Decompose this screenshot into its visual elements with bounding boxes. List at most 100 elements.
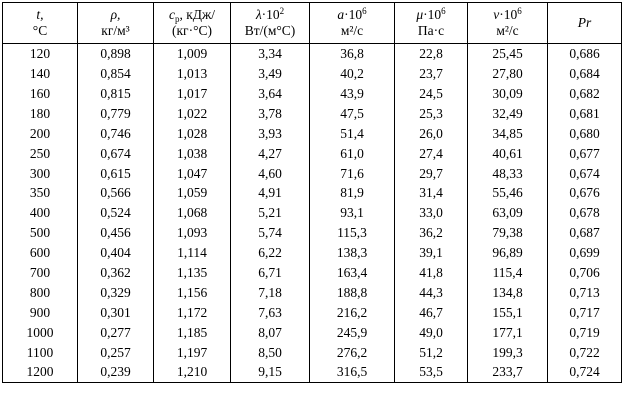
header-symbol: ν·106 bbox=[470, 7, 545, 23]
cell-density: 0,854 bbox=[77, 63, 154, 84]
cell-kinematic-viscosity: 48,33 bbox=[467, 163, 548, 184]
cell-prandtl: 0,719 bbox=[547, 322, 622, 343]
cell-temperature: 700 bbox=[2, 262, 78, 283]
cell-thermal-conductivity: 4,91 bbox=[230, 183, 310, 204]
cell-kinematic-viscosity: 27,80 bbox=[467, 63, 548, 84]
header-symbol: λ·102 bbox=[233, 7, 307, 23]
cell-prandtl: 0,674 bbox=[547, 163, 622, 184]
table-row: 1200 0,239 1,210 9,15 316,5 53,5 233,7 0,724 bbox=[2, 362, 622, 384]
cell-heat-capacity: 1,028 bbox=[153, 123, 231, 144]
header-heat-capacity: cp, кДж/(кг·°С) bbox=[153, 2, 231, 44]
cell-density: 0,674 bbox=[77, 143, 154, 164]
cell-thermal-diffusivity: 61,0 bbox=[309, 143, 395, 164]
cell-dynamic-viscosity: 53,5 bbox=[394, 362, 468, 384]
cell-heat-capacity: 1,047 bbox=[153, 163, 231, 184]
cell-thermal-diffusivity: 47,5 bbox=[309, 103, 395, 124]
header-symbol-letter: ρ, bbox=[110, 7, 121, 23]
header-density: ρ, кг/м³ bbox=[77, 2, 154, 44]
cell-dynamic-viscosity: 23,7 bbox=[394, 63, 468, 84]
cell-heat-capacity: 1,068 bbox=[153, 203, 231, 224]
header-unit: Вт/(м°С) bbox=[244, 23, 296, 38]
cell-dynamic-viscosity: 33,0 bbox=[394, 203, 468, 224]
cell-heat-capacity: 1,172 bbox=[153, 302, 231, 323]
cell-thermal-conductivity: 3,78 bbox=[230, 103, 310, 124]
cell-density: 0,815 bbox=[77, 83, 154, 104]
cell-thermal-conductivity: 8,50 bbox=[230, 342, 310, 363]
header-exponent: 6 bbox=[441, 6, 446, 17]
header-unit: м²/с bbox=[340, 23, 364, 38]
header-multiplier: , кДж/ bbox=[179, 7, 216, 23]
cell-density: 0,301 bbox=[77, 302, 154, 323]
header-unit: м²/с bbox=[496, 23, 519, 38]
cell-thermal-conductivity: 3,93 bbox=[230, 123, 310, 144]
cell-density: 0,257 bbox=[77, 342, 154, 363]
cell-temperature: 350 bbox=[2, 183, 78, 204]
header-kinematic-viscosity: ν·106 м²/с bbox=[467, 2, 548, 44]
table-row: 700 0,362 1,135 6,71 163,4 41,8 115,4 0,706 bbox=[2, 262, 622, 283]
cell-heat-capacity: 1,009 bbox=[153, 43, 231, 64]
cell-heat-capacity: 1,038 bbox=[153, 143, 231, 164]
header-symbol-letter: a bbox=[337, 7, 345, 23]
cell-temperature: 900 bbox=[2, 302, 78, 323]
cell-prandtl: 0,682 bbox=[547, 83, 622, 104]
cell-thermal-conductivity: 6,71 bbox=[230, 262, 310, 283]
cell-thermal-diffusivity: 245,9 bbox=[309, 322, 395, 343]
cell-kinematic-viscosity: 30,09 bbox=[467, 83, 548, 104]
table-row: 300 0,615 1,047 4,60 71,6 29,7 48,33 0,674 bbox=[2, 163, 622, 184]
table-row: 500 0,456 1,093 5,74 115,3 36,2 79,38 0,687 bbox=[2, 223, 622, 243]
cell-prandtl: 0,680 bbox=[547, 123, 622, 144]
table-row: 250 0,674 1,038 4,27 61,0 27,4 40,61 0,677 bbox=[2, 143, 622, 164]
cell-density: 0,329 bbox=[77, 282, 154, 303]
cell-prandtl: 0,686 bbox=[547, 43, 622, 64]
header-row: t, °С ρ, кг/м³ cp, кДж/(кг·°С) λ·102 Вт/(м°С) a… bbox=[2, 2, 622, 44]
cell-prandtl: 0,706 bbox=[547, 262, 622, 283]
cell-density: 0,524 bbox=[77, 203, 154, 224]
cell-heat-capacity: 1,093 bbox=[153, 223, 231, 243]
cell-temperature: 120 bbox=[2, 43, 78, 64]
header-thermal-diffusivity: a·106 м²/с bbox=[309, 2, 395, 44]
cell-thermal-conductivity: 3,64 bbox=[230, 83, 310, 104]
cell-density: 0,362 bbox=[77, 262, 154, 283]
cell-heat-capacity: 1,156 bbox=[153, 282, 231, 303]
table-row: 160 0,815 1,017 3,64 43,9 24,5 30,09 0,682 bbox=[2, 83, 622, 104]
cell-thermal-diffusivity: 93,1 bbox=[309, 203, 395, 224]
header-exponent: 6 bbox=[362, 6, 367, 17]
header-symbol-letter: c bbox=[168, 7, 175, 23]
cell-thermal-conductivity: 7,18 bbox=[230, 282, 310, 303]
header-multiplier: ·10 bbox=[344, 7, 363, 23]
cell-temperature: 250 bbox=[2, 143, 78, 164]
cell-thermal-conductivity: 7,63 bbox=[230, 302, 310, 323]
cell-temperature: 1100 bbox=[2, 342, 78, 363]
cell-kinematic-viscosity: 115,4 bbox=[467, 262, 548, 283]
header-symbol: a·106 bbox=[312, 7, 392, 23]
cell-kinematic-viscosity: 79,38 bbox=[467, 223, 548, 243]
cell-density: 0,566 bbox=[77, 183, 154, 204]
header-symbol: Pr bbox=[550, 15, 619, 31]
cell-temperature: 180 bbox=[2, 103, 78, 124]
cell-dynamic-viscosity: 25,3 bbox=[394, 103, 468, 124]
properties-table: t, °С ρ, кг/м³ cp, кДж/(кг·°С) λ·102 Вт/(м°С) a… bbox=[2, 2, 622, 384]
header-unit: °С bbox=[32, 23, 48, 38]
header-symbol: t, bbox=[5, 7, 75, 23]
cell-temperature: 1200 bbox=[2, 362, 78, 384]
cell-kinematic-viscosity: 32,49 bbox=[467, 103, 548, 124]
cell-temperature: 140 bbox=[2, 63, 78, 84]
header-exponent: 2 bbox=[279, 6, 285, 17]
cell-kinematic-viscosity: 155,1 bbox=[467, 302, 548, 323]
table-row: 200 0,746 1,028 3,93 51,4 26,0 34,85 0,680 bbox=[2, 123, 622, 144]
cell-kinematic-viscosity: 177,1 bbox=[467, 322, 548, 343]
cell-prandtl: 0,722 bbox=[547, 342, 622, 363]
cell-prandtl: 0,678 bbox=[547, 203, 622, 224]
table-body: 120 0,898 1,009 3,34 36,8 22,8 25,45 0,686 140 0,… bbox=[2, 43, 622, 384]
cell-heat-capacity: 1,017 bbox=[153, 83, 231, 104]
header-symbol: cp, кДж/ bbox=[156, 7, 228, 24]
cell-kinematic-viscosity: 134,8 bbox=[467, 282, 548, 303]
cell-temperature: 500 bbox=[2, 223, 78, 243]
cell-thermal-diffusivity: 43,9 bbox=[309, 83, 395, 104]
header-unit: кг/м³ bbox=[101, 23, 130, 38]
cell-heat-capacity: 1,197 bbox=[153, 342, 231, 363]
cell-dynamic-viscosity: 22,8 bbox=[394, 43, 468, 64]
cell-thermal-diffusivity: 138,3 bbox=[309, 242, 395, 263]
cell-prandtl: 0,724 bbox=[547, 362, 622, 384]
